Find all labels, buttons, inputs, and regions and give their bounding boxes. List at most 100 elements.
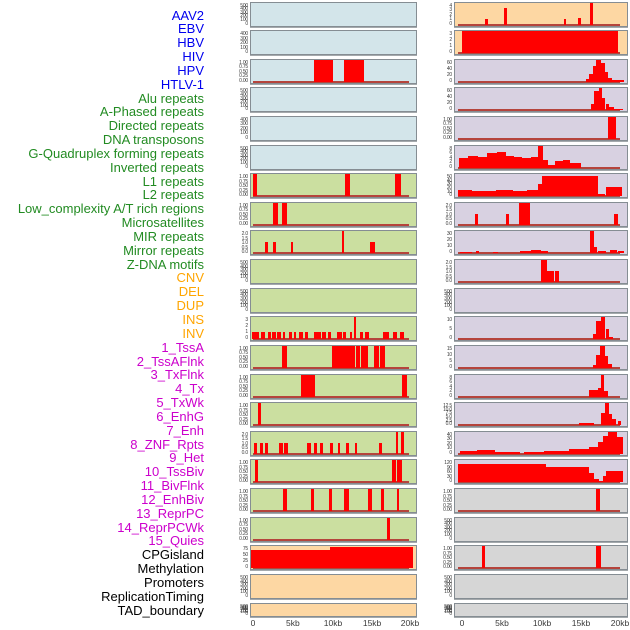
y-tick: 0.75 [239,522,248,529]
data-bar [374,345,379,368]
zero-baseline [457,23,621,26]
y-tick: 200 [444,585,452,592]
track-plot-DNA transposons [250,259,417,285]
y-tick: 500 [240,574,248,581]
x-tick-10kb-col2: 10kb [532,618,552,628]
y-tick: 200 [444,299,452,306]
track-plot-DUP [250,602,417,617]
data-bar [585,79,590,82]
y-tick: 100 [240,44,248,51]
y-tick: 0 [449,20,452,27]
data-bar [387,517,391,540]
zero-baseline [253,481,410,484]
y-tick: 10 [446,188,452,195]
data-bar [589,74,593,82]
data-bar [257,403,262,426]
data-bar [530,249,541,254]
y-tick: 2 [449,388,452,395]
track-plot-7_Enh [454,230,628,256]
data-bar [252,174,257,197]
y-tick: 1.5 [445,264,453,271]
data-bar [608,107,615,111]
data-bar [608,77,612,82]
y-axis-DNA transposons: 500 400 300 200 100 0 [223,259,249,284]
y-tick: 4 [449,2,452,9]
data-bar [505,155,515,168]
y-tick: 8 [449,374,452,381]
data-bar [331,345,355,368]
y-tick: 0.00 [239,535,248,542]
y-tick: 0.25 [239,502,248,509]
data-bar [611,80,624,82]
data-bar [592,364,597,368]
y-axis-Alu repeats: 1.00 0.75 0.50 0.25 0.00 [223,173,249,198]
y-tick: 1.00 [239,59,248,66]
data-bar [355,345,361,368]
track-plot-2_TssAFlnk [454,87,628,113]
y-tick: 0 [245,610,248,617]
y-tick: 0 [449,449,452,456]
data-bar [272,242,276,254]
y-tick: 0 [449,335,452,342]
y-tick: 0.75 [239,207,248,214]
y-axis-6_EnhG: 2.0 1.5 1.0 0.5 0.0 [427,202,453,227]
y-tick: 0.5 [241,244,249,251]
zero-baseline [457,195,621,198]
data-bar [519,202,531,225]
y-tick: 0.5 [445,216,453,223]
data-bar [597,388,602,397]
y-axis-Microsatellites: 2.0 1.5 1.0 0.5 0.0 [223,431,249,456]
y-tick: 0.50 [239,211,248,218]
data-bar [343,332,347,340]
data-bar [284,442,288,454]
y-tick: 1.0 [241,240,249,247]
track-plot-INV [454,30,628,56]
track-plot-4_Tx [454,144,628,170]
data-bar [272,202,278,225]
y-axis-A-Phased repeats: 1.00 0.75 0.50 0.25 0.00 [223,202,249,227]
data-bar [589,447,598,454]
y-tick: 2.5 [445,417,453,424]
data-bar [474,213,478,225]
track-label-Z-DNA motifs: Z-DNA motifs [126,256,204,272]
y-tick: 200 [240,270,248,277]
y-tick: 500 [240,288,248,295]
y-tick: 200 [240,125,248,132]
track-label-11_BivFlnk: 11_BivFlnk [140,478,204,494]
y-tick: 300 [240,121,248,128]
zero-baseline [457,481,621,484]
y-tick: 0 [449,592,452,599]
y-tick: 500 [240,2,248,9]
data-bar [608,414,613,426]
x-tick-10kb-col1: 10kb [323,618,343,628]
y-axis-Directed repeats: 2.0 1.5 1.0 0.5 0.0 [223,230,249,255]
y-tick: 0.00 [239,363,248,370]
y-tick: 0.0 [445,278,453,285]
data-bar [282,345,287,368]
y-tick: 0.00 [239,220,248,227]
y-tick: 0.75 [239,379,248,386]
data-bar [609,250,617,254]
y-tick: 0.50 [239,412,248,419]
y-tick: 400 [240,91,248,98]
y-tick: 20 [446,440,452,447]
y-tick: 300 [444,524,452,531]
x-tick-0-col2: 0 [459,618,465,628]
data-bar [458,463,547,483]
data-bar [350,332,353,340]
data-bar [614,213,618,225]
data-bar [313,59,333,82]
data-bar [396,460,403,483]
data-bar [602,436,609,454]
data-bar [343,59,364,82]
track-label-HBV: HBV [177,35,204,51]
data-bar [608,336,614,340]
y-tick: 0.75 [443,121,452,128]
y-tick: 100 [240,16,248,23]
data-bar [590,231,594,254]
y-tick: 200 [444,528,452,535]
y-axis-Inverted repeats: 3210 [223,316,249,341]
zero-baseline [457,137,621,140]
y-tick: 60 [446,88,452,95]
